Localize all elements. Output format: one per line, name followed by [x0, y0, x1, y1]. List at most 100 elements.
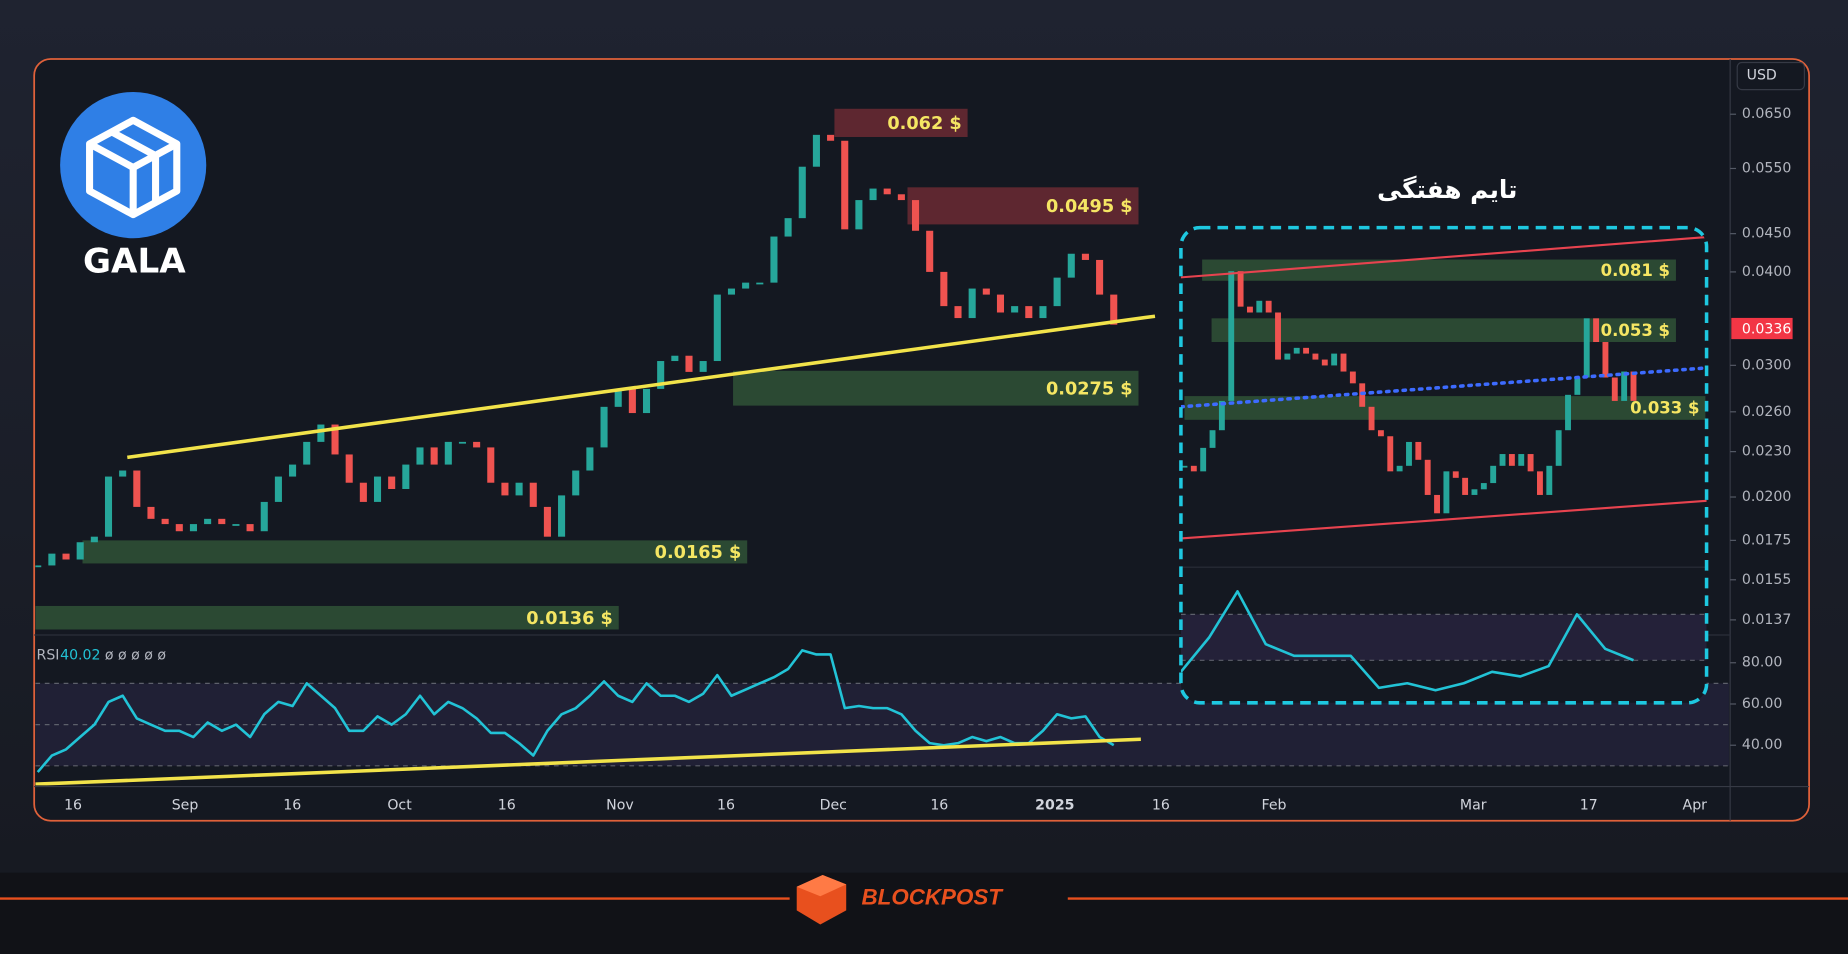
rsi-band	[1180, 614, 1707, 661]
zone-label: 0.0165 $	[655, 543, 742, 563]
candle	[76, 542, 84, 560]
logo-name: GALA	[83, 241, 186, 281]
y-tick-label: 0.0260	[1742, 404, 1791, 420]
candle	[1396, 465, 1403, 472]
y-tick-label: 0.0650	[1742, 106, 1791, 122]
zone-label: 0.081 $	[1601, 261, 1670, 280]
candle	[317, 424, 325, 442]
zone-label: 0.062 $	[887, 114, 961, 134]
candle	[133, 470, 141, 507]
price-zone	[1211, 318, 1676, 343]
zone-label: 0.0495 $	[1046, 197, 1133, 217]
candle	[1434, 494, 1440, 514]
candle	[1321, 359, 1328, 366]
currency: USD	[1747, 67, 1777, 83]
channel-line	[1180, 235, 1707, 279]
candle	[1067, 253, 1075, 278]
candle	[119, 470, 127, 477]
candle	[1424, 459, 1431, 495]
footer-logo-top	[796, 874, 847, 897]
x-tick-label: Oct	[387, 797, 412, 813]
candle	[274, 476, 282, 502]
candle	[586, 447, 594, 471]
candle	[897, 194, 905, 201]
zone-label: 0.033 $	[1630, 399, 1699, 418]
candle	[1593, 318, 1600, 343]
x-tick-label: 16	[283, 797, 301, 813]
candle	[1096, 259, 1104, 295]
candle	[1368, 406, 1375, 431]
candle	[1406, 441, 1412, 466]
rsi-extra: ø ø ø ø ø	[105, 648, 167, 664]
y-tick-label: 80.00	[1742, 655, 1782, 671]
candle	[1471, 489, 1478, 495]
footer-brand: BLOCKPOST	[862, 884, 1005, 909]
x-tick-label: Nov	[606, 797, 634, 813]
candle	[1462, 477, 1469, 495]
candle	[600, 406, 608, 448]
candle	[742, 282, 750, 289]
channel-line	[1180, 499, 1707, 540]
candle	[1265, 300, 1272, 313]
candle	[388, 476, 396, 489]
price-zone	[82, 540, 748, 564]
candle	[175, 524, 183, 532]
candle	[1555, 430, 1562, 466]
price-axis: USD 0.0650 0.0550 0.0450 0.0400 0.0300 0.0260…	[1730, 61, 1805, 753]
candle	[1247, 306, 1253, 313]
y-tick-label: 0.0137	[1742, 612, 1791, 628]
candle	[345, 454, 353, 483]
candle	[628, 388, 636, 414]
candle	[373, 476, 382, 502]
x-tick-label: 16	[930, 797, 948, 813]
candle	[1200, 447, 1207, 472]
y-tick-label: 0.0450	[1742, 226, 1791, 242]
candle	[572, 470, 580, 496]
candle	[1546, 465, 1553, 495]
y-tick-label: 0.0300	[1742, 357, 1791, 373]
candle	[1312, 353, 1319, 360]
candle	[473, 441, 481, 448]
logo: GALA	[60, 91, 207, 281]
rsi-line	[1180, 590, 1634, 692]
price-zone	[733, 370, 1139, 406]
candle	[1499, 454, 1506, 466]
candle	[685, 355, 693, 372]
candle	[1025, 306, 1033, 319]
candle	[1303, 347, 1310, 354]
candle	[827, 134, 835, 141]
currency-box	[1736, 61, 1805, 91]
inset-title: تایم هفتگی	[1377, 175, 1517, 204]
candle	[770, 236, 778, 283]
zone-label: 0.053 $	[1601, 321, 1670, 340]
channel-line	[1180, 366, 1707, 409]
candle	[671, 355, 679, 362]
candle	[487, 447, 495, 483]
candle	[727, 288, 736, 295]
inset-plot: 0.081 $ 0.053 $ 0.033 $	[1180, 227, 1707, 703]
candle	[1293, 347, 1300, 354]
y-tick-label: 0.0200	[1742, 489, 1791, 505]
candle	[1452, 471, 1459, 478]
candle	[1190, 465, 1197, 472]
candle	[402, 464, 410, 489]
candle	[331, 424, 339, 455]
last-price-badge	[1731, 317, 1793, 340]
x-tick-label: 16	[717, 797, 735, 813]
candle	[812, 134, 820, 167]
rsi-trendline	[35, 737, 1141, 786]
candle	[699, 361, 707, 372]
candle	[1602, 342, 1609, 378]
candle	[1621, 371, 1628, 401]
candle	[1331, 353, 1338, 366]
candle	[1053, 277, 1061, 307]
x-tick-label: Mar	[1460, 797, 1487, 813]
footer-band	[0, 872, 1848, 954]
zone-label: 0.0136 $	[526, 609, 613, 629]
candle	[1443, 471, 1450, 514]
candle	[1181, 465, 1188, 468]
candle	[359, 482, 367, 502]
candle	[48, 553, 56, 566]
candle	[968, 288, 976, 319]
